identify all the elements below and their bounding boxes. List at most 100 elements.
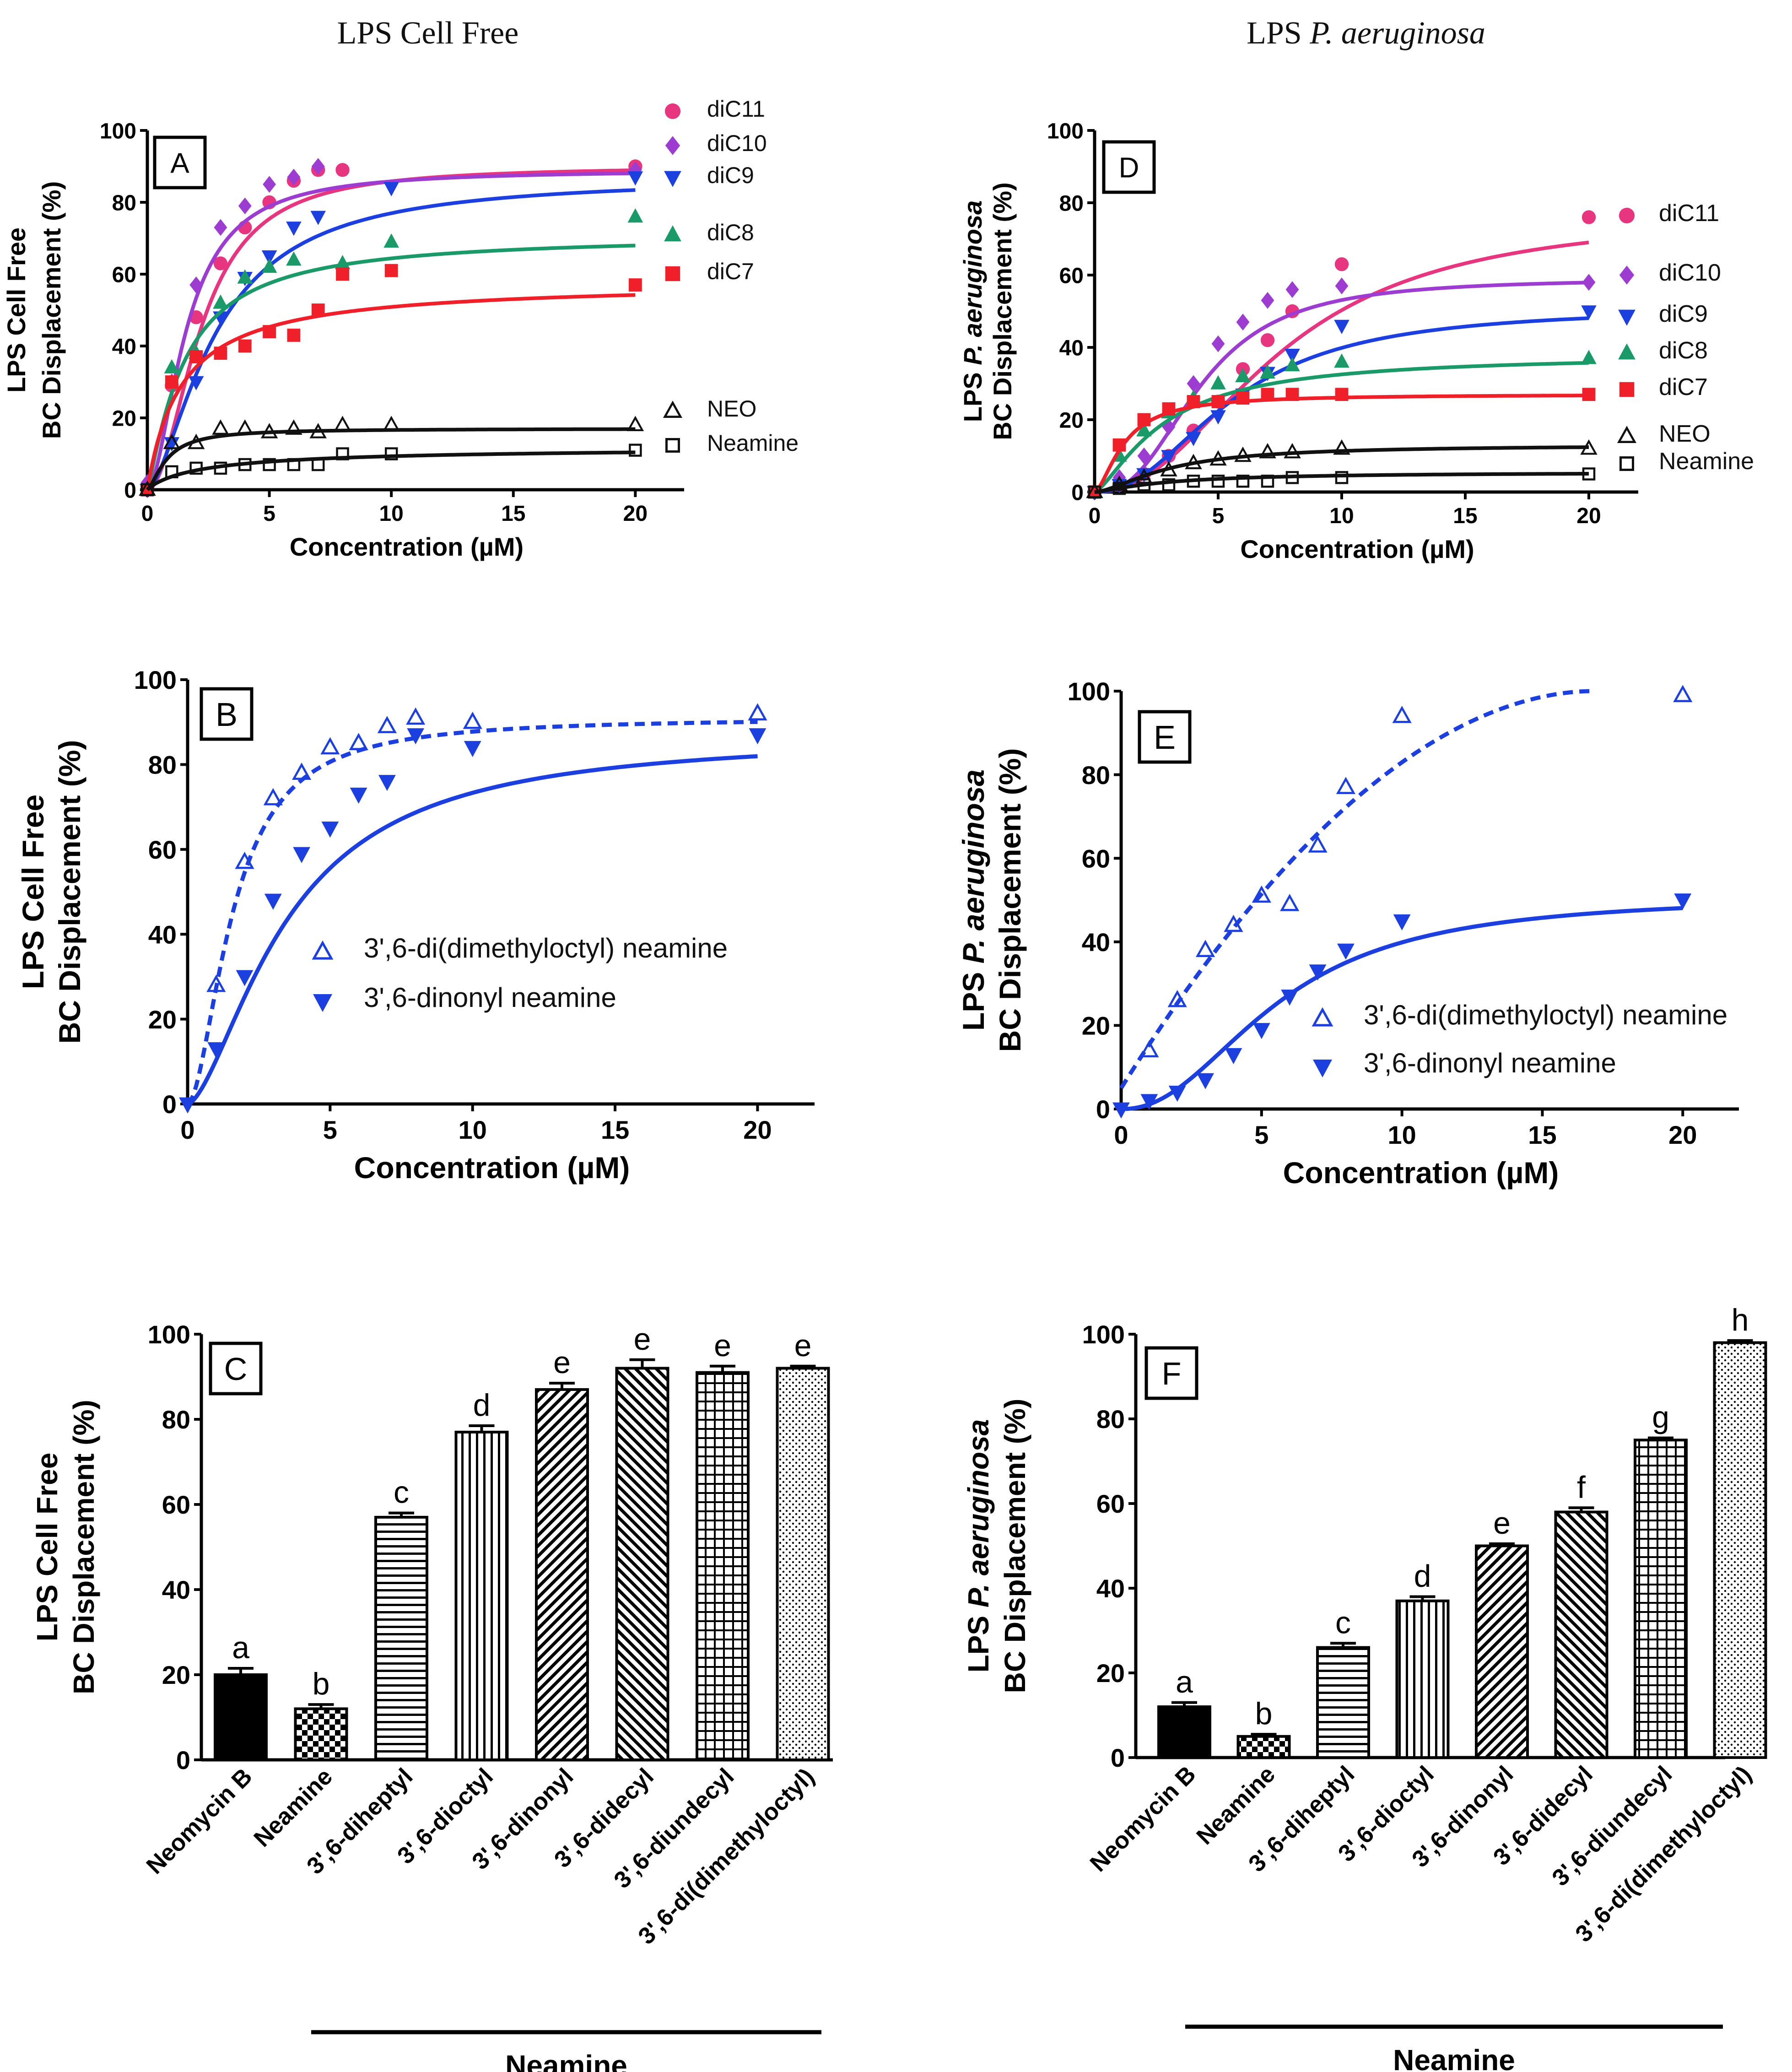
fit-curve-dic9 — [1094, 316, 1589, 494]
panel-letter-box — [153, 135, 207, 189]
data-point — [238, 197, 252, 215]
legend-label: Neamine — [1659, 448, 1754, 475]
data-point — [336, 267, 349, 281]
y-tick-label: 100 — [1068, 677, 1110, 706]
x-tick-label: 20 — [623, 502, 648, 526]
data-point — [1261, 475, 1274, 488]
data-point — [407, 728, 425, 745]
data-point — [237, 269, 253, 284]
bar — [1316, 1646, 1370, 1759]
data-point — [1162, 478, 1176, 492]
y-axis-label-line: BC Displacement (%) — [37, 181, 66, 439]
legend-marker — [1618, 343, 1635, 360]
data-point — [1187, 475, 1200, 488]
data-point — [1673, 685, 1693, 703]
panel-letter: B — [216, 697, 237, 733]
data-point — [1335, 471, 1349, 484]
data-point — [1162, 402, 1176, 416]
data-point — [286, 222, 302, 236]
series-dic7: diC7 — [140, 259, 754, 497]
fit-curve-dic8 — [1094, 361, 1589, 494]
y-tick-label: 60 — [148, 835, 177, 864]
data-point — [628, 161, 642, 179]
bar — [1634, 1439, 1688, 1759]
data-point — [286, 251, 302, 266]
significance-letter: a — [232, 1630, 249, 1665]
y-tick-label: 100 — [100, 119, 136, 143]
data-point — [1285, 357, 1300, 372]
column-title-p-aeruginosa: LPS P. aeruginosa — [1247, 16, 1485, 51]
data-point — [214, 461, 227, 475]
data-point — [1197, 1073, 1214, 1089]
x-axis-label: Concentration (µM) — [354, 1151, 630, 1185]
data-point — [287, 329, 301, 342]
x-tick-label: 0 — [180, 1115, 194, 1144]
data-point — [213, 256, 228, 270]
y-tick-label: 20 — [112, 406, 136, 431]
bar-group-3-6-didecyl: f3',6-didecyl — [1488, 1470, 1608, 1871]
data-point — [1581, 305, 1597, 320]
x-axis-label: Concentration (µM) — [290, 532, 524, 561]
x-tick-label: 10 — [379, 502, 403, 526]
data-point — [238, 458, 252, 471]
data-point — [1259, 443, 1276, 459]
series-neamine: Neamine — [140, 430, 799, 497]
data-point — [1333, 439, 1350, 455]
data-point — [1308, 835, 1328, 853]
y-tick-label: 40 — [1059, 336, 1084, 360]
legend-marker — [1312, 1007, 1333, 1027]
series-dic8: diC8 — [140, 208, 754, 496]
bar — [535, 1388, 589, 1761]
legend-label: 3',6-di(dimethyloctyl) neamine — [1364, 1000, 1727, 1030]
fit-curve-dic10 — [146, 171, 636, 491]
data-point — [187, 433, 205, 449]
bar — [696, 1371, 750, 1761]
y-tick-label: 0 — [176, 1746, 190, 1774]
panel-letter: E — [1154, 720, 1176, 756]
neamine-group-label: Neamine — [1393, 2044, 1515, 2072]
data-point — [260, 423, 278, 438]
panel-letter: F — [1162, 1356, 1182, 1391]
data-point — [263, 325, 276, 338]
data-point — [1211, 335, 1225, 352]
data-point — [235, 851, 254, 869]
x-tick-label: 15 — [501, 502, 525, 526]
x-tick-label: 20 — [1576, 504, 1601, 528]
significance-letter: g — [1652, 1400, 1669, 1435]
data-point — [377, 716, 397, 733]
y-tick-label: 40 — [1082, 928, 1110, 957]
y-axis-label-line: LPS P. aeruginosa — [962, 1419, 995, 1673]
significance-letter: c — [394, 1475, 409, 1510]
data-point — [383, 416, 400, 431]
data-point — [1674, 893, 1692, 910]
data-point — [264, 893, 282, 910]
data-point — [236, 419, 254, 435]
y-tick-label: 60 — [1082, 844, 1110, 873]
data-point — [1088, 485, 1101, 499]
data-point — [1285, 349, 1300, 363]
data-point — [1285, 471, 1299, 484]
significance-letter: e — [1493, 1506, 1511, 1541]
panel-f: 0 20 40 60 80 100 LPS P. aeruginosa BC Displace… — [962, 1303, 1767, 2072]
legend-marker — [1617, 426, 1637, 443]
data-point — [163, 433, 181, 449]
y-tick-label: 100 — [148, 1320, 190, 1349]
panel-letter-box — [1138, 710, 1192, 764]
series-dic9: diC9 — [1087, 301, 1708, 501]
y-axis-label-line: BC Displacement (%) — [988, 182, 1017, 440]
series-3-6-dinonyl-neamine: 3',6-dinonyl neamine — [179, 728, 766, 1114]
x-tick-label: 5 — [263, 502, 275, 526]
data-point — [165, 465, 178, 478]
bar — [1395, 1599, 1450, 1759]
fit-curve-dic7 — [146, 293, 636, 490]
legend-label: Neamine — [707, 430, 799, 456]
data-point — [629, 444, 642, 457]
data-point — [1140, 1094, 1158, 1110]
data-point — [1211, 395, 1225, 408]
data-point — [1186, 432, 1201, 446]
data-point — [378, 775, 396, 791]
y-tick-label: 20 — [1059, 408, 1084, 433]
data-point — [263, 458, 276, 471]
bar — [776, 1367, 830, 1761]
